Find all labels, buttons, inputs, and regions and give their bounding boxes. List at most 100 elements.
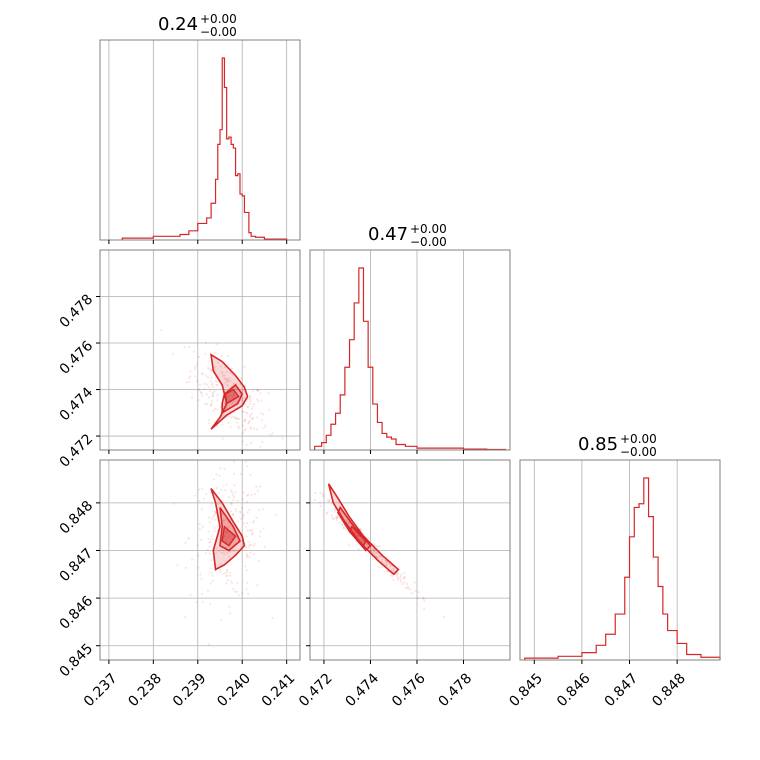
sample-point-0-1-67 <box>206 366 210 370</box>
sample-point-0-2-151 <box>251 521 255 524</box>
sample-point-0-1-173 <box>226 379 229 382</box>
histogram-param-2 <box>524 477 721 660</box>
sample-point-0-2-4 <box>247 540 250 543</box>
sample-point-0-1-86 <box>246 406 249 409</box>
sample-point-0-1-201 <box>251 405 254 408</box>
sample-point-0-2-31 <box>199 538 203 541</box>
sample-point-0-2-21 <box>225 529 229 533</box>
sample-point-0-1-238 <box>203 387 206 390</box>
sample-point-0-2-35 <box>241 592 244 595</box>
sample-point-1-2-126 <box>348 521 351 525</box>
sample-point-1-2-100 <box>356 534 359 537</box>
sample-point-0-1-198 <box>227 399 231 402</box>
sample-point-1-2-59 <box>379 555 382 558</box>
sample-point-0-1-103 <box>205 393 208 396</box>
sample-point-0-1-149 <box>231 394 234 397</box>
sample-point-0-2-89 <box>251 532 254 535</box>
x-tick-label-2-1: 0.846 <box>554 670 594 710</box>
sample-point-0-2-27 <box>246 465 249 468</box>
sample-point-0-2-188 <box>231 493 234 496</box>
sample-point-0-1-104 <box>249 396 252 399</box>
sample-point-0-2-12 <box>253 542 256 546</box>
sample-point-0-2-57 <box>205 493 208 496</box>
sample-point-1-2-5 <box>384 570 387 573</box>
sample-point-0-1-109 <box>216 380 219 383</box>
title-param-0-minus: −0.00 <box>200 25 237 39</box>
sample-point-0-1-214 <box>234 416 237 419</box>
sample-point-0-1-78 <box>216 361 220 364</box>
sample-point-0-2-99 <box>187 537 190 540</box>
sample-point-1-2-201 <box>371 558 374 561</box>
sample-point-0-2-125 <box>248 556 251 559</box>
sample-point-0-2-197 <box>228 555 231 558</box>
sample-point-1-2-51 <box>413 581 417 584</box>
sample-point-0-2-223 <box>230 580 233 583</box>
title-param-0-plus: +0.00 <box>200 12 237 26</box>
sample-point-0-2-255 <box>222 572 225 575</box>
sample-point-0-1-98 <box>205 341 208 344</box>
sample-point-1-2-244 <box>396 578 399 581</box>
sample-point-0-2-228 <box>191 558 194 561</box>
sample-point-1-2-144 <box>400 573 403 576</box>
sample-point-1-2-121 <box>416 596 419 599</box>
sample-point-0-1-100 <box>232 392 235 395</box>
sample-point-0-1-181 <box>200 394 203 397</box>
sample-point-0-1-30 <box>240 377 243 380</box>
sample-point-0-2-86 <box>200 508 203 511</box>
sample-point-1-2-183 <box>342 526 345 529</box>
x-tick-label-0-4: 0.241 <box>259 670 299 710</box>
sample-point-1-2-247 <box>422 597 425 600</box>
sample-point-0-1-131 <box>248 419 251 423</box>
sample-point-0-2-25 <box>220 619 223 622</box>
sample-point-1-2-157 <box>314 491 317 495</box>
sample-point-0-1-194 <box>243 365 246 368</box>
sample-point-0-2-172 <box>246 511 249 514</box>
sample-point-0-1-48 <box>241 440 244 443</box>
sample-point-0-1-120 <box>233 400 236 403</box>
sample-point-0-2-44 <box>232 496 235 499</box>
sample-point-0-1-124 <box>249 400 252 403</box>
sample-point-0-2-242 <box>202 600 205 603</box>
sample-point-0-1-13 <box>227 414 230 418</box>
sample-point-1-2-180 <box>336 516 339 519</box>
sample-point-0-2-15 <box>246 521 249 525</box>
sample-point-0-1-39 <box>256 428 259 431</box>
sample-point-0-2-212 <box>257 559 260 563</box>
sample-point-0-1-0 <box>221 374 224 377</box>
sample-point-1-2-218 <box>378 554 381 558</box>
sample-point-0-2-10 <box>226 574 230 577</box>
sample-point-1-2-115 <box>318 501 321 504</box>
sample-point-0-2-204 <box>250 530 253 533</box>
contour-inner-0-2 <box>219 507 241 552</box>
sample-point-0-2-239 <box>253 520 256 523</box>
sample-point-0-1-59 <box>227 421 230 424</box>
sample-point-0-1-77 <box>225 371 228 374</box>
sample-point-1-2-139 <box>357 548 360 551</box>
sample-point-0-2-169 <box>232 513 235 517</box>
sample-point-1-2-6 <box>381 558 384 561</box>
panel-frame-2-1 <box>309 459 511 661</box>
sample-point-1-2-195 <box>360 540 363 543</box>
title-param-2-minus: −0.00 <box>620 445 657 459</box>
panel-frame-1-1 <box>309 249 511 451</box>
sample-point-1-2-181 <box>362 540 365 543</box>
sample-point-1-2-66 <box>375 544 378 548</box>
x-tick-label-1-1: 0.474 <box>343 670 383 710</box>
sample-point-1-2-255 <box>406 587 410 590</box>
sample-point-1-2-259 <box>353 531 356 534</box>
sample-point-0-2-157 <box>212 478 215 481</box>
sample-point-0-2-142 <box>241 497 244 500</box>
sample-point-0-2-248 <box>213 513 216 516</box>
sample-point-0-2-199 <box>209 540 212 544</box>
contour-outer-1-2 <box>327 483 400 576</box>
sample-point-0-2-165 <box>249 543 252 547</box>
x-tick-label-0-2: 0.239 <box>170 670 210 710</box>
sample-point-0-2-75 <box>210 538 213 541</box>
sample-point-0-2-245 <box>214 511 217 514</box>
sample-point-0-1-184 <box>207 418 211 422</box>
sample-point-0-1-95 <box>216 393 219 397</box>
sample-point-0-2-121 <box>225 530 228 533</box>
sample-point-0-2-194 <box>210 517 213 520</box>
sample-point-0-1-10 <box>245 411 248 414</box>
sample-point-1-2-34 <box>332 518 335 521</box>
